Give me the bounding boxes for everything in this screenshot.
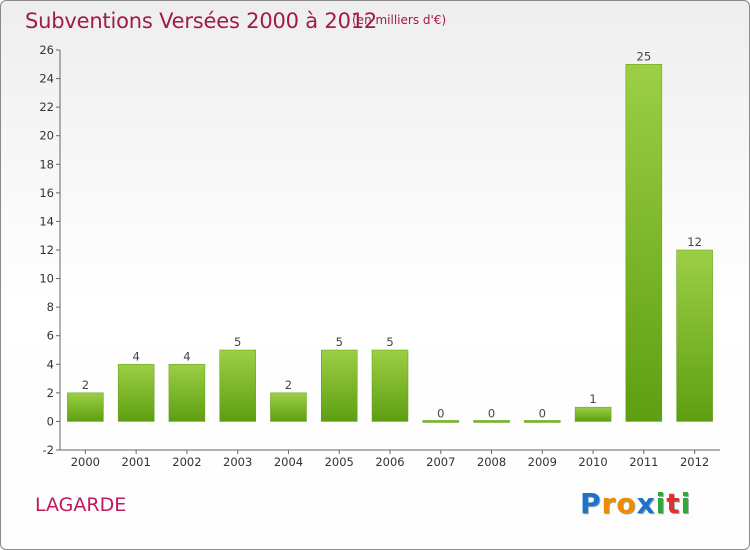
bar-2008 <box>473 420 510 423</box>
value-label-2010: 1 <box>589 392 596 406</box>
y-tick-label: 26 <box>39 43 54 57</box>
y-tick-label: 0 <box>47 414 54 428</box>
y-tick-label: 8 <box>47 300 54 314</box>
logo-letter: i <box>680 487 692 520</box>
logo-letter: i <box>655 487 667 520</box>
logo-letter: o <box>616 487 637 520</box>
y-tick-label: -2 <box>43 443 54 457</box>
x-tick-label-2001: 2001 <box>122 455 151 469</box>
value-label-2000: 2 <box>82 378 89 392</box>
bar-2010 <box>574 406 612 422</box>
x-tick-label-2012: 2012 <box>680 455 709 469</box>
proxiti-logo[interactable]: Proxiti <box>580 487 691 520</box>
commune-name: LAGARDE <box>35 494 127 516</box>
bar-2011 <box>625 64 663 422</box>
bar-2004 <box>270 392 307 422</box>
y-tick-label: 2 <box>47 386 54 400</box>
y-tick-label: 20 <box>39 129 54 143</box>
y-tick-label: 24 <box>39 72 54 86</box>
logo-letter: P <box>580 487 602 520</box>
value-label-2006: 5 <box>386 335 393 349</box>
chart-title: Subventions Versées 2000 à 2012 <box>25 9 378 33</box>
x-tick-label-2011: 2011 <box>629 455 658 469</box>
logo-letter: x <box>636 487 656 520</box>
value-label-2009: 0 <box>539 406 546 420</box>
y-tick-label: 12 <box>39 243 54 257</box>
value-label-2002: 4 <box>183 349 190 363</box>
chart-subtitle: (en milliers d'€) <box>352 13 447 27</box>
bar-2005 <box>320 349 358 422</box>
value-label-2007: 0 <box>437 406 444 420</box>
logo-letter: t <box>666 487 681 520</box>
x-tick-label-2007: 2007 <box>426 455 455 469</box>
y-tick-label: 10 <box>39 272 54 286</box>
value-label-2008: 0 <box>488 406 495 420</box>
bar-2000 <box>67 392 104 422</box>
value-label-2005: 5 <box>336 335 343 349</box>
y-tick-label: 16 <box>39 186 54 200</box>
bar-2001 <box>117 364 155 422</box>
logo-letter: r <box>601 487 617 520</box>
value-label-2001: 4 <box>132 349 139 363</box>
x-tick-label-2003: 2003 <box>223 455 252 469</box>
x-tick-label-2002: 2002 <box>172 455 201 469</box>
x-tick-label-2009: 2009 <box>528 455 557 469</box>
value-label-2003: 5 <box>234 335 241 349</box>
bar-2012 <box>676 249 713 422</box>
value-label-2011: 25 <box>637 49 652 63</box>
bar-2002 <box>168 364 206 422</box>
bar-2006 <box>371 349 409 422</box>
y-tick-label: 6 <box>47 329 54 343</box>
y-tick-label: 14 <box>39 214 54 228</box>
x-tick-label-2006: 2006 <box>375 455 404 469</box>
x-tick-label-2000: 2000 <box>71 455 100 469</box>
value-label-2004: 2 <box>285 378 292 392</box>
x-tick-label-2008: 2008 <box>477 455 506 469</box>
y-tick-label: 22 <box>39 100 54 114</box>
value-label-2012: 12 <box>687 235 702 249</box>
bar-2003 <box>219 349 256 422</box>
x-tick-label-2005: 2005 <box>325 455 354 469</box>
bar-2007 <box>422 420 460 423</box>
y-tick-label: 18 <box>39 157 54 171</box>
x-tick-label-2010: 2010 <box>578 455 607 469</box>
x-tick-label-2004: 2004 <box>274 455 303 469</box>
y-tick-label: 4 <box>47 357 54 371</box>
bar-2009 <box>524 420 561 423</box>
